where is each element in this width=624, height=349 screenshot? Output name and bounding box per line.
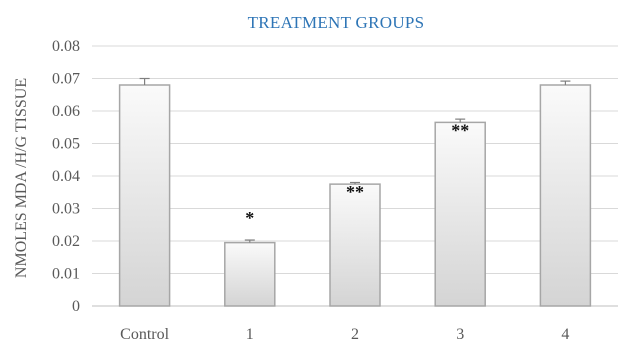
y-tick-label: 0.01 <box>52 266 80 283</box>
y-axis-label: NMOLES MDA /H/G TISSUE <box>13 78 30 278</box>
x-tick-label: 3 <box>456 326 464 343</box>
significance-marker: ** <box>346 182 364 202</box>
bar <box>224 241 276 307</box>
y-tick-label: 0.05 <box>52 136 80 153</box>
bar <box>434 121 486 307</box>
x-tick-label: 1 <box>246 326 254 343</box>
significance-marker: ** <box>451 120 469 140</box>
y-tick-label: 0.06 <box>52 103 80 120</box>
x-tick-label: 4 <box>561 326 569 343</box>
chart-title: TREATMENT GROUPS <box>248 13 425 32</box>
x-tick-label: Control <box>120 326 169 343</box>
y-tick-label: 0 <box>72 298 80 315</box>
y-tick-label: 0.07 <box>52 71 80 88</box>
y-tick-label: 0.02 <box>52 233 80 250</box>
x-tick-label: 2 <box>351 326 359 343</box>
bar <box>118 84 171 307</box>
significance-marker: * <box>245 208 254 228</box>
y-tick-label: 0.04 <box>52 168 80 185</box>
y-tick-label: 0.08 <box>52 38 80 55</box>
bar <box>329 183 381 307</box>
y-tick-label: 0.03 <box>52 201 80 218</box>
bar <box>539 84 592 307</box>
